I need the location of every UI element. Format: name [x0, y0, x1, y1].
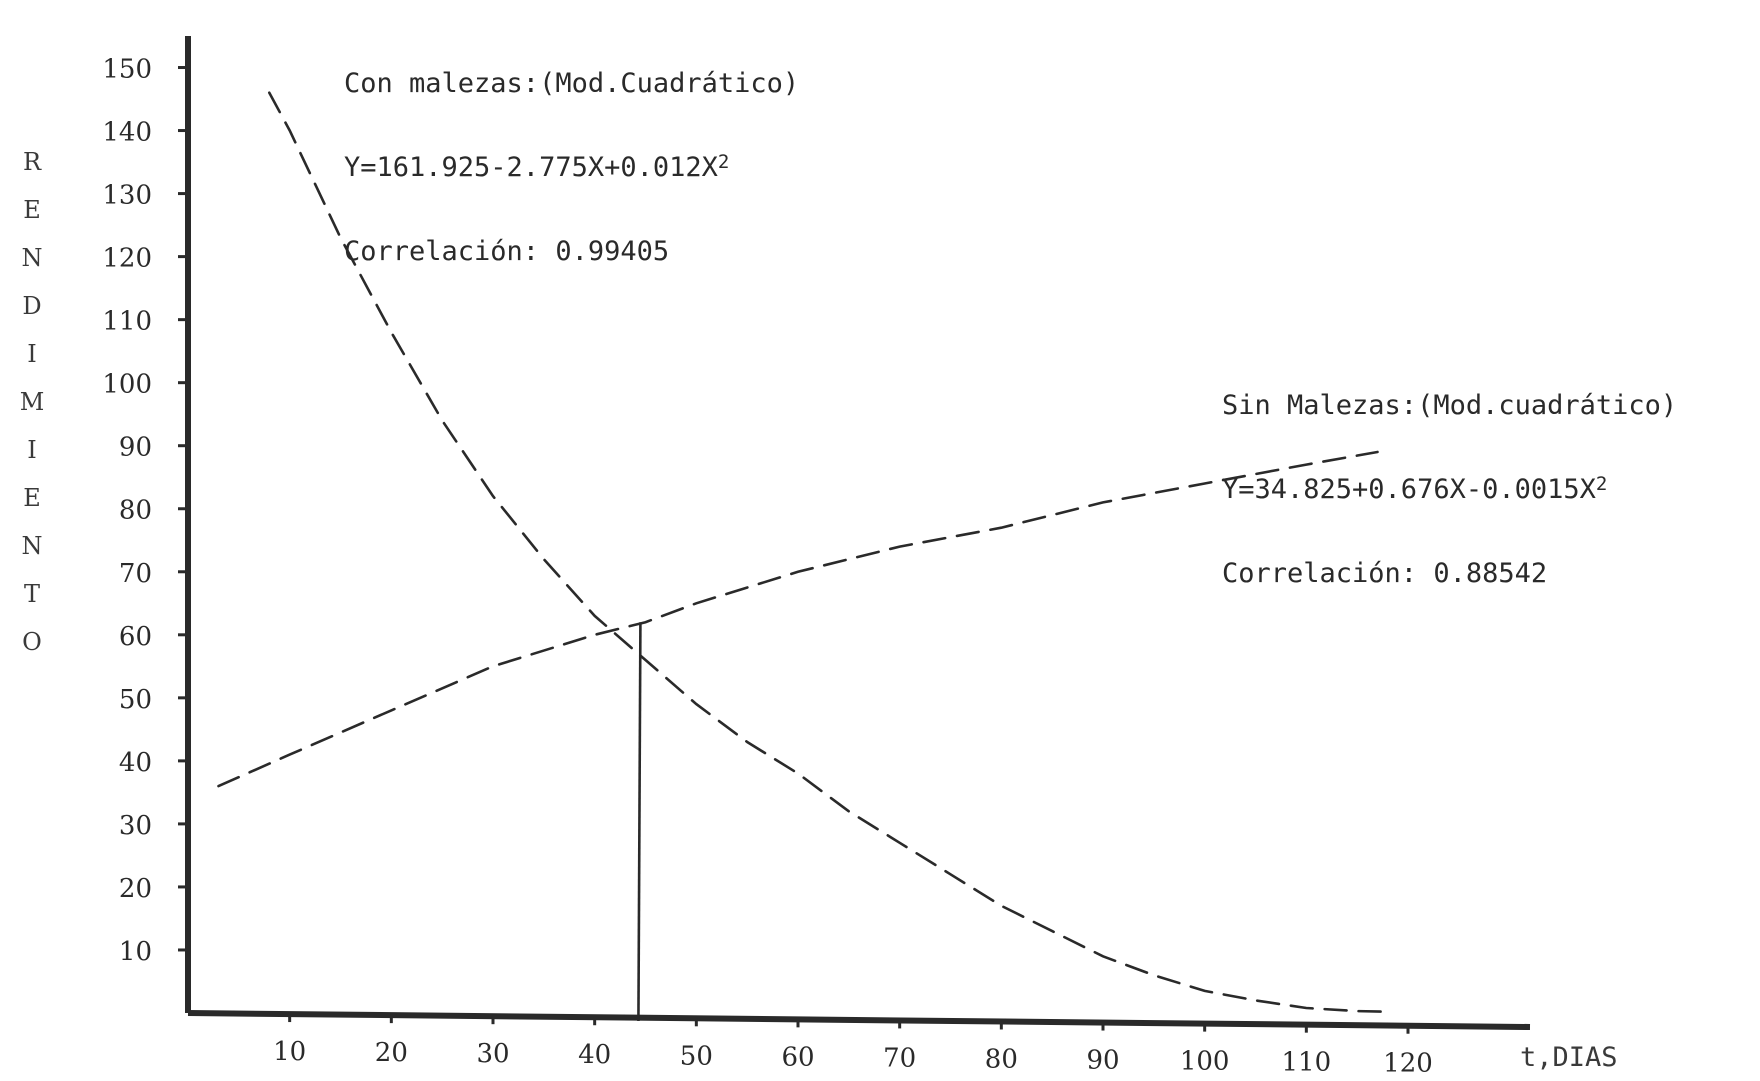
x-tick-label-30: 30	[476, 1039, 509, 1069]
y-tick-label-110: 110	[102, 307, 152, 337]
y-axis-label-letter: D	[22, 292, 42, 320]
x-tick-label-80: 80	[985, 1044, 1018, 1074]
y-axis-label-letter: N	[21, 244, 43, 272]
x-tick-label-100: 100	[1180, 1047, 1230, 1077]
y-tick-label-140: 140	[102, 118, 152, 148]
y-tick-label-60: 60	[119, 622, 152, 652]
y-tick-label-100: 100	[102, 370, 152, 400]
y-axis-label-letter: M	[19, 388, 45, 416]
con-malezas-annotation: Con malezas:(Mod.Cuadrático) Y=161.925-2…	[344, 14, 799, 322]
y-tick-label-90: 90	[119, 433, 152, 463]
sin-malezas-annotation: Sin Malezas:(Mod.cuadrático) Y=34.825+0.…	[1222, 336, 1677, 644]
series-line-con-malezas	[267, 91, 1389, 1014]
x-tick-label-20: 20	[375, 1038, 408, 1068]
y-axis-label-letter: E	[23, 196, 41, 224]
x-tick-label-90: 90	[1086, 1046, 1119, 1076]
x-tick-label-60: 60	[781, 1042, 814, 1072]
x-tick-label-40: 40	[578, 1040, 611, 1070]
con-malezas-equation-text: Y=161.925-2.775X+0.012X	[344, 152, 718, 183]
y-tick-label-50: 50	[119, 685, 152, 715]
x-tick-label-120: 120	[1383, 1049, 1433, 1079]
con-malezas-title: Con malezas:(Mod.Cuadrático)	[344, 68, 800, 99]
y-axis-label-letter: E	[23, 484, 41, 512]
y-axis-label-letter: I	[27, 436, 37, 464]
x-axis-line	[187, 1010, 1531, 1030]
sin-malezas-exponent: 2	[1595, 473, 1608, 495]
con-malezas-correlation: Correlación: 0.99405	[344, 236, 670, 267]
y-tick-label-70: 70	[119, 559, 152, 589]
y-axis-label-letter: O	[22, 628, 42, 656]
con-malezas-exponent: 2	[717, 151, 730, 173]
con-malezas-equation: Y=161.925-2.775X+0.012X2	[344, 151, 799, 183]
y-tick-label-150: 150	[102, 55, 152, 85]
y-tick-label-80: 80	[119, 496, 152, 526]
intersection-marker-line	[637, 622, 642, 1022]
x-tick-label-110: 110	[1282, 1048, 1332, 1078]
y-tick-label-130: 130	[102, 181, 152, 211]
series-line-sin-malezas	[217, 450, 1379, 788]
y-axis-label-letter: I	[27, 340, 37, 368]
x-axis-label: t,DIAS	[1520, 1042, 1618, 1073]
sin-malezas-equation-text: Y=34.825+0.676X-0.0015X	[1222, 474, 1596, 505]
y-axis-label-letter: N	[21, 532, 43, 560]
y-tick-label-10: 10	[119, 937, 152, 967]
y-tick-label-120: 120	[102, 244, 152, 274]
x-tick-label-70: 70	[883, 1043, 916, 1073]
y-tick-label-20: 20	[119, 874, 152, 904]
x-tick-label-50: 50	[680, 1041, 713, 1071]
sin-malezas-correlation: Correlación: 0.88542	[1222, 558, 1548, 589]
y-tick-label-30: 30	[119, 811, 152, 841]
sin-malezas-title: Sin Malezas:(Mod.cuadrático)	[1222, 390, 1678, 421]
y-axis-label-letter: T	[23, 580, 40, 608]
y-axis-label-letter: R	[22, 148, 42, 176]
x-tick-label-10: 10	[273, 1037, 306, 1067]
sin-malezas-equation: Y=34.825+0.676X-0.0015X2	[1222, 473, 1677, 505]
y-tick-label-40: 40	[119, 748, 152, 778]
